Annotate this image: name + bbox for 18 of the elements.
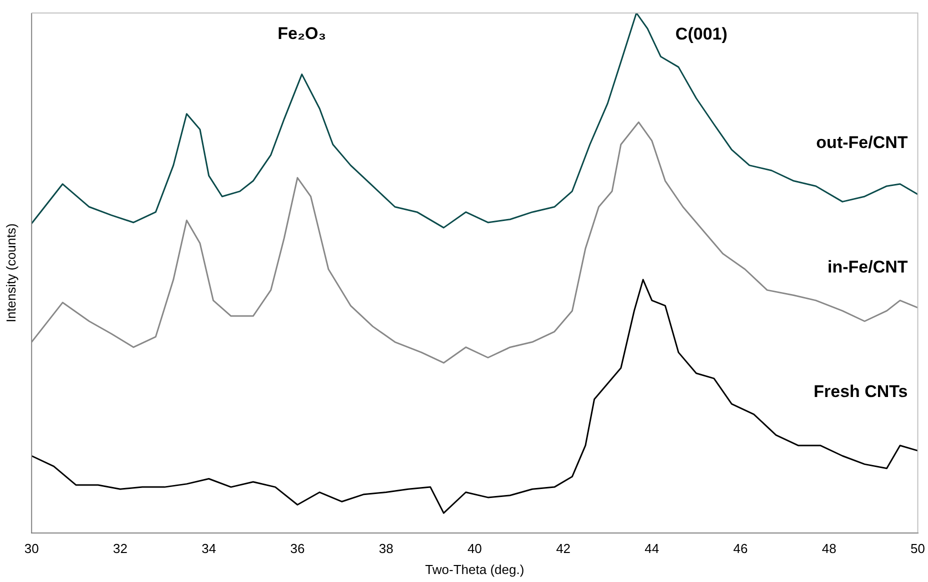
series-label: out-Fe/CNT [816,132,908,152]
series-label: in-Fe/CNT [827,258,908,277]
x-tick-label: 38 [378,541,394,556]
x-tick-label: 44 [644,541,660,556]
y-axis-title: Intensity (counts) [3,223,18,322]
x-tick-label: 30 [24,541,39,556]
text: Fresh CNTs [814,382,908,401]
x-tick-label: 34 [202,541,216,556]
x-tick-label: 36 [290,541,305,556]
x-tick-label: 50 [910,541,926,556]
x-tick-label: 48 [822,541,836,556]
annotation: C(001) [675,24,728,44]
x-tick-label: 40 [467,541,482,556]
x-tick-label: 42 [556,541,571,556]
x-tick-label: 32 [112,541,128,556]
x-tick-label: 46 [733,541,748,556]
annotation: Fe₂O₃ [278,24,326,44]
x-axis-title: Two-Theta (deg.) [425,562,524,577]
